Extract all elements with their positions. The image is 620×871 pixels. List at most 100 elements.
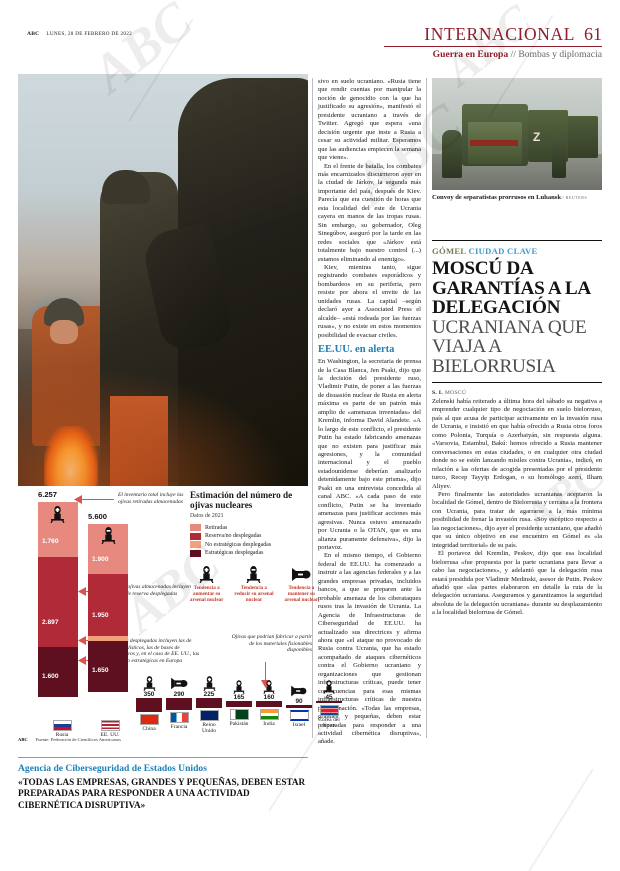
warhead-maintain-icon (170, 677, 187, 690)
warhead-maintain-icon (291, 685, 307, 697)
annotation-arrowhead (78, 587, 86, 596)
chart-subtitle: Datos de 2021 (190, 513, 224, 519)
masthead-date: LUNES, 28 DE FEBRERO DE 2022 (46, 31, 133, 37)
quote-rule (18, 757, 308, 758)
legend-label: Reserva/no desplegadas (205, 533, 262, 539)
stacked-country-labels: Rusia EE. UU. (38, 718, 134, 738)
byline-author: S. I. (432, 390, 443, 396)
country-name: Pakistán (229, 721, 249, 727)
standing-soldier-mid-helmet (102, 170, 150, 204)
bar-segment-reserva: 1.950 (88, 574, 128, 636)
flag-india (259, 709, 279, 720)
bar-total-eeuu: 5.600 (88, 512, 108, 521)
subsection: Guerra en Europa // Bombas y diplomacia (384, 49, 602, 60)
country-bar (286, 705, 312, 708)
chart-source-text: Fuente: Federación de Científicos Americ… (35, 737, 121, 742)
subsection-bold: Guerra en Europa (432, 49, 509, 60)
country-bar (196, 698, 222, 708)
country-bar (256, 701, 282, 707)
article-body-right: Zelenski había reiterado a última hora d… (432, 398, 602, 618)
warhead-increase-icon (199, 566, 214, 583)
warhead-increase-icon (263, 680, 275, 694)
photo-credit: // REUTERS (561, 195, 588, 200)
main-photo (18, 74, 308, 486)
trend-item: Tendencia a reducir su arsenal nuclear (233, 566, 274, 603)
page-number: 61 (584, 24, 602, 44)
country-bar (166, 698, 192, 710)
flag-northkorea (319, 705, 339, 716)
quote-text: «TODAS LAS EMPRESAS, GRANDES Y PEQUEÑAS,… (18, 777, 306, 810)
country-name: India (263, 721, 275, 727)
country-value: 45 (325, 694, 333, 701)
paragraph: Zelenski había reiterado a última hora d… (432, 398, 602, 490)
country-name: Francia (170, 724, 188, 730)
photo-caption-text: Convoy de separatistas prorrusos en Luha… (432, 194, 562, 201)
annotation-arrowhead (78, 636, 86, 645)
country-value: 160 (263, 694, 275, 701)
nuclear-warheads-chart: Estimación del número de ojivas nucleare… (18, 488, 342, 750)
bar-segment-retiradas: 1.760 (38, 502, 78, 557)
headline-light: UCRANIANA QUE VIAJA A BIELORRUSIA (432, 316, 587, 377)
headline-bold: MOSCÚ DA GARANTÍAS A LA DELEGACIÓN (432, 258, 590, 318)
chart-title: Estimación del número de ojivas nucleare… (190, 490, 293, 511)
legend-item: Retiradas (190, 524, 314, 531)
seated-soldier-face (50, 320, 78, 344)
bar-total-rusia: 6.257 (38, 490, 58, 499)
bar-segment-reserva: 2.897 (38, 557, 78, 647)
chart-annotation: Las ojivas desplegadas incluyen las de m… (106, 638, 200, 664)
country-column-india: 160 India (256, 680, 282, 727)
country-name: Corea del Norte (318, 717, 340, 730)
legend-swatch (190, 541, 201, 548)
watermark-slash (528, 768, 594, 871)
article-body-middle: sivo en suelo ucraniano. «Rusia tiene qu… (318, 78, 421, 340)
country-bar (316, 701, 342, 703)
subheading-eeuu-alerta: EE.UU. en alerta (318, 344, 395, 356)
country-value: 90 (295, 698, 303, 705)
warhead-increase-icon (202, 676, 216, 691)
bar-rusia: 1.760 2.897 1.600 (38, 502, 78, 697)
paragraph: Pero finalmente las autoridades ucranian… (432, 490, 602, 549)
flag-france (169, 712, 189, 723)
paragraph: sivo en suelo ucraniano. «Rusia tiene qu… (318, 78, 421, 162)
legend-item: No estratégicas desplegadas (190, 541, 314, 548)
subsection-rest: // Bombas y diplomacia (510, 49, 602, 60)
country-value: 225 (203, 691, 215, 698)
country-name: Rusia (55, 732, 69, 738)
warhead-decrease-icon (246, 566, 261, 583)
legend-label: No estratégicas desplegadas (205, 541, 272, 548)
column-divider (312, 78, 313, 738)
flag-israel (289, 710, 309, 721)
trend-label: Tendencia a reducir su arsenal nuclear (234, 585, 274, 604)
country-column-israel: 90 Israel (286, 684, 312, 728)
right-article-header: GÓMEL CIUDAD CLAVE MOSCÚ DA GARANTÍAS A … (432, 240, 602, 618)
masthead-brand: ABC (27, 31, 40, 37)
column-divider (426, 78, 427, 738)
quote-source: Agencia de Ciberseguridad de Estados Uni… (18, 763, 207, 774)
segment-value: 1.650 (92, 667, 109, 674)
bar-segment-no-estrategicas (88, 636, 128, 641)
country-column-china: 350 China (136, 676, 162, 732)
country-column: EE. UU. (86, 718, 134, 738)
country-name: Reino Unido (202, 722, 216, 735)
chart-annotation: Las ojivas almacenadas incluyen las de r… (118, 584, 191, 597)
section-header: INTERNACIONAL 61 Guerra en Europa // Bomb… (384, 24, 602, 60)
segment-value: 2.897 (42, 619, 59, 626)
paragraph: Kiev, mientras tanto, sigue registrando … (318, 263, 421, 339)
fire-glow (18, 356, 308, 486)
warhead-increase-icon (233, 680, 245, 694)
country-bar (136, 698, 162, 712)
soldier-standing (552, 134, 566, 178)
warhead-decrease-icon (101, 527, 116, 544)
trend-item: Tendencia a aumentar su arsenal nuclear (186, 566, 227, 603)
flag-pakistan (229, 709, 249, 720)
chart-annotation: El inventario total incluye las ojivas r… (118, 492, 184, 505)
paragraph: En el frente de batalla, los combates má… (318, 162, 421, 263)
country-bar (226, 701, 252, 707)
z-marking: Z (533, 130, 541, 144)
masthead: ABC LUNES, 28 DE FEBRERO DE 2022 (27, 31, 132, 37)
chart-legend: Retiradas Reserva/no desplegadas No estr… (190, 524, 314, 558)
headline: MOSCÚ DA GARANTÍAS A LA DELEGACIÓN UCRAN… (432, 259, 602, 376)
flag-usa (100, 720, 120, 731)
country-value: 290 (173, 691, 185, 698)
